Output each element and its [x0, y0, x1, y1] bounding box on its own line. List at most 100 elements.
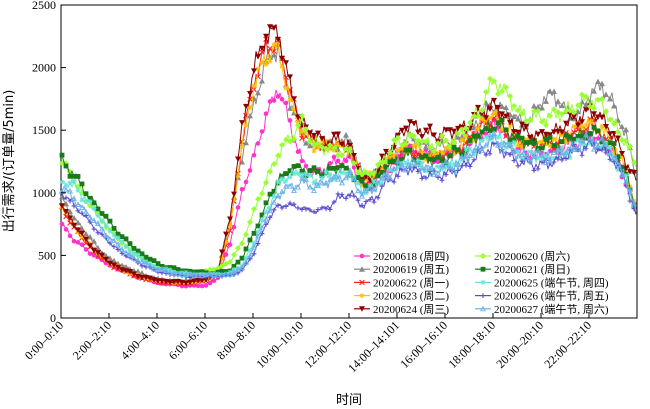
series-point	[595, 142, 601, 149]
series-point	[423, 157, 429, 163]
series-point	[99, 252, 105, 259]
series-point	[571, 136, 577, 142]
series-point	[171, 279, 177, 285]
series-point	[119, 234, 125, 240]
series-point	[307, 130, 313, 136]
series-point	[271, 25, 277, 31]
series-point	[155, 278, 161, 284]
series-point	[291, 171, 297, 177]
series-point	[559, 110, 565, 117]
series-point	[535, 103, 541, 110]
series-point	[251, 251, 257, 257]
series-point	[67, 233, 73, 239]
y-axis-title: 出行需求/(订单量/5min)	[2, 90, 17, 233]
series-point	[79, 181, 85, 187]
series-point	[535, 155, 541, 160]
series-point	[523, 117, 529, 124]
series-point	[203, 277, 209, 283]
series-point	[427, 172, 433, 178]
series-point	[351, 160, 357, 167]
series-point	[451, 144, 457, 150]
series-point	[79, 230, 85, 237]
series-point	[423, 138, 429, 145]
series-point	[399, 146, 405, 152]
series-point	[251, 68, 257, 74]
series-point	[251, 240, 257, 246]
series-point	[551, 106, 557, 113]
series-point	[395, 165, 401, 170]
series-point	[551, 149, 557, 155]
series-point	[291, 136, 297, 143]
series-point	[379, 174, 385, 181]
series-point	[607, 140, 613, 146]
series-point	[259, 212, 265, 218]
legend-item: 20200620 (周六)	[475, 250, 570, 263]
series-point	[187, 279, 193, 286]
series-point	[467, 119, 473, 126]
series-point	[115, 235, 121, 241]
series-point	[463, 125, 469, 132]
series-point	[519, 135, 525, 141]
series-point	[483, 126, 489, 131]
series-point	[247, 112, 253, 119]
series-point	[135, 248, 141, 254]
series-point	[631, 203, 637, 209]
series-point	[83, 191, 89, 197]
series-point	[135, 257, 141, 263]
series-point	[631, 169, 637, 176]
series-point	[483, 152, 489, 158]
series-point	[431, 171, 437, 177]
series-point	[75, 201, 81, 207]
series-point	[283, 178, 289, 184]
series-point	[279, 205, 285, 211]
series-point	[455, 130, 461, 137]
series-point	[607, 150, 613, 157]
series-point	[531, 141, 537, 146]
series-point	[91, 226, 97, 232]
series-point	[335, 158, 341, 164]
series-point	[91, 206, 97, 211]
series-point	[255, 53, 261, 60]
series-point	[407, 119, 413, 125]
series-point	[411, 143, 417, 149]
series-point	[299, 168, 305, 174]
series-point	[559, 139, 565, 145]
series-point	[279, 96, 285, 102]
series-point	[91, 253, 97, 258]
series-point	[483, 115, 489, 121]
series-point	[175, 267, 181, 272]
series-point	[543, 141, 549, 147]
series-point	[447, 164, 453, 170]
legend-item: 20200621 (周日)	[475, 263, 570, 276]
y-tick-label: 1000	[32, 186, 56, 200]
series-point	[283, 204, 289, 209]
series-point	[127, 269, 133, 275]
y-tick-label: 2500	[32, 0, 56, 12]
series-point	[583, 146, 589, 152]
series-point	[419, 138, 425, 145]
series-point	[307, 172, 313, 178]
series-point	[239, 186, 245, 192]
series-point	[275, 36, 281, 43]
series-point	[403, 147, 409, 153]
series-point	[299, 175, 305, 181]
series-point	[363, 187, 369, 194]
series-point	[583, 101, 589, 108]
series-point	[631, 200, 637, 206]
series-point	[171, 265, 177, 271]
series-point	[579, 119, 585, 125]
series-point	[599, 123, 605, 129]
series-point	[291, 164, 297, 169]
series-point	[471, 138, 477, 144]
series-point	[391, 159, 397, 164]
series-point	[475, 145, 481, 152]
series-point	[387, 149, 393, 156]
series-point	[287, 200, 293, 206]
series-point	[151, 258, 157, 264]
y-tick-label: 0	[50, 311, 56, 325]
series-point	[271, 42, 277, 48]
series-point	[479, 107, 485, 114]
series-point	[595, 114, 601, 120]
series-point	[183, 271, 189, 278]
series-point	[471, 113, 477, 120]
